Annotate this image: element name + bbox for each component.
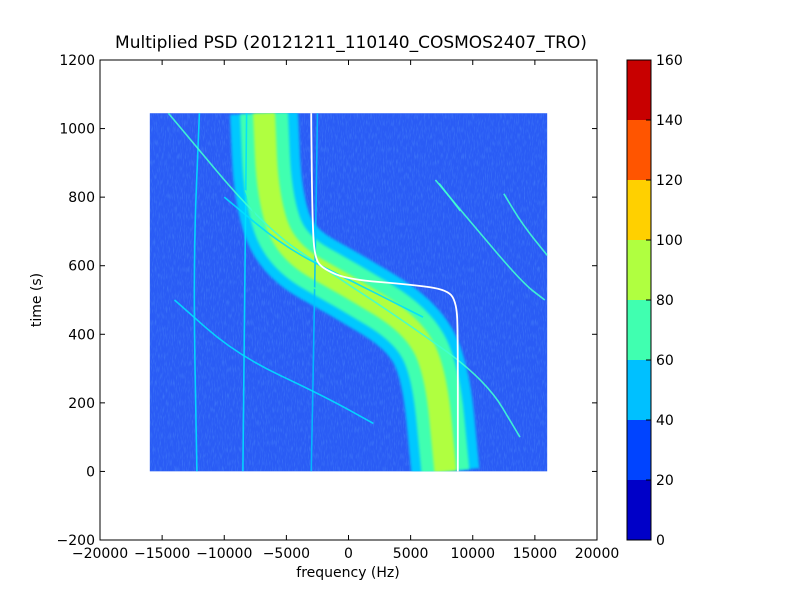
colorbar-segment <box>627 240 651 300</box>
colorbar-segment <box>627 420 651 480</box>
signal-track-3 <box>310 113 319 472</box>
signal-track-4 <box>167 113 521 438</box>
signal-track-2 <box>242 113 248 472</box>
signal-track-10 <box>503 193 548 256</box>
y-tick-label: −200 <box>57 533 95 549</box>
colorbar-segment <box>627 360 651 420</box>
colorbar-tick-label: 100 <box>656 233 683 249</box>
signal-track-6 <box>223 196 424 318</box>
colorbar-tick-label: 40 <box>656 413 674 429</box>
x-axis: −20000 −15000 −10000 −5000 0 5000 10000 15000 20… <box>72 60 619 562</box>
signal-track-1 <box>193 113 201 472</box>
y-axis: −200 0 200 400 600 800 1000 1200 <box>57 53 597 549</box>
x-tick-label: −5000 <box>263 546 310 562</box>
doppler-curve <box>310 113 459 472</box>
x-tick-label: 10000 <box>450 546 495 562</box>
colorbar-tick-label: 0 <box>656 533 665 549</box>
x-tick-label: −20000 <box>72 546 128 562</box>
x-tick-label: −15000 <box>134 546 190 562</box>
psd-heatmap <box>149 113 548 472</box>
y-axis-label: time (s) <box>29 273 45 327</box>
y-tick-label: 0 <box>86 464 95 480</box>
colorbar-segment <box>627 480 651 540</box>
y-tick-label: 400 <box>68 327 95 343</box>
colorbar-tick-label: 160 <box>656 53 683 69</box>
x-tick-label: 20000 <box>575 546 620 562</box>
colorbar-tick-label: 20 <box>656 473 674 489</box>
plot-area: −20000 −15000 −10000 −5000 0 5000 10000 15000 20… <box>57 53 620 562</box>
y-tick-label: 200 <box>68 396 95 412</box>
x-tick-label: 15000 <box>513 546 558 562</box>
y-tick-label: 800 <box>68 190 95 206</box>
colorbar: 0 20 40 60 80 100 120 140 160 <box>626 53 683 549</box>
signal-track-9 <box>438 182 461 212</box>
x-tick-label: 0 <box>344 546 353 562</box>
colorbar-tick-label: 120 <box>656 173 683 189</box>
signal-track-5 <box>244 190 349 308</box>
x-tick-label: −10000 <box>196 546 252 562</box>
colorbar-segment <box>627 180 651 240</box>
y-tick-label: 600 <box>68 259 95 275</box>
y-tick-label: 1000 <box>59 122 95 138</box>
y-tick-label: 1200 <box>59 53 95 69</box>
chart-title: Multiplied PSD (20121211_110140_COSMOS24… <box>115 33 587 53</box>
x-tick-label: 5000 <box>393 546 429 562</box>
x-axis-label: frequency (Hz) <box>296 565 399 581</box>
colorbar-segment <box>627 120 651 180</box>
colorbar-tick-label: 140 <box>656 113 683 129</box>
colorbar-segment <box>627 60 651 120</box>
colorbar-segment <box>627 300 651 360</box>
colorbar-tick-label: 80 <box>656 293 674 309</box>
colorbar-tick-label: 60 <box>656 353 674 369</box>
signal-track-7 <box>174 299 374 425</box>
